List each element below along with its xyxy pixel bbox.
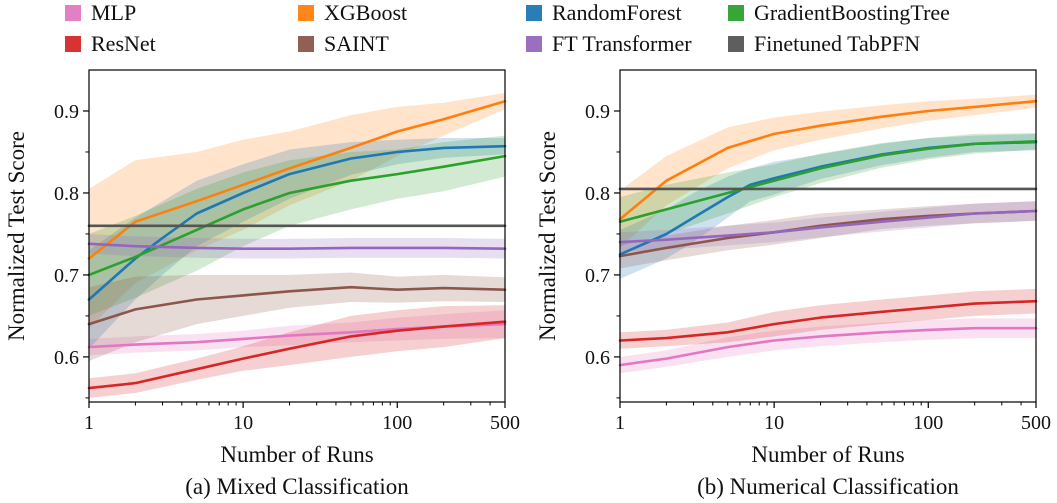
x-tick-label: 1 [615,412,625,434]
legend-swatch [298,36,314,52]
legend-swatch [526,36,542,52]
legend-label: SAINT [324,31,389,56]
legend-item-ft-transformer: FT Transformer [526,31,692,56]
panel-mixed-classification: 1 10 100 500 0.6 0.7 0.8 0.9 Number of Runs Norma… [4,70,520,499]
x-tick-label: 1 [84,412,94,434]
y-tick-label: 0.6 [54,347,79,369]
panel-numerical-classification: 1 10 100 500 0.6 0.7 0.8 0.9 Number of Runs Norma… [535,70,1051,499]
y-tick-label: 0.8 [585,183,610,205]
legend-swatch [65,36,81,52]
legend-label: MLP [91,0,136,25]
x-tick-label: 10 [764,412,784,434]
legend-item-mlp: MLP [65,0,136,25]
plot-area [620,95,1036,374]
legend-item-xgboost: XGBoost [298,0,407,25]
x-tick-label: 10 [233,412,253,434]
y-axis-title: Normalized Test Score [4,131,29,341]
legend-item-finetuned-tabpfn: Finetuned TabPFN [728,31,920,56]
legend-swatch [526,5,542,21]
legend-label: XGBoost [324,0,407,25]
legend-label: FT Transformer [552,31,692,56]
y-tick-label: 0.9 [54,101,79,123]
x-tick-label: 500 [490,412,520,434]
legend-label: ResNet [91,31,156,56]
panel-caption: (b) Numerical Classification [697,474,959,499]
legend-swatch [728,5,744,21]
y-tick-label: 0.7 [585,265,610,287]
legend-swatch [65,5,81,21]
legend-swatch [298,5,314,21]
y-tick-label: 0.9 [585,101,610,123]
legend-label: GradientBoostingTree [754,0,950,25]
legend-item-randomforest: RandomForest [526,0,682,25]
y-tick-label: 0.6 [585,347,610,369]
plot-area [89,93,505,398]
x-axis-title: Number of Runs [220,442,373,467]
legend-item-resnet: ResNet [65,31,156,56]
y-axis-title: Normalized Test Score [535,131,560,341]
x-axis-title: Number of Runs [751,442,904,467]
x-tick-label: 100 [382,412,412,434]
x-tick-label: 100 [913,412,943,434]
legend: MLP XGBoost RandomForest GradientBoostingTr… [65,0,950,56]
legend-swatch [728,36,744,52]
x-tick-label: 500 [1021,412,1051,434]
y-tick-label: 0.7 [54,265,79,287]
legend-label: Finetuned TabPFN [754,31,920,56]
legend-item-gradientboostingtree: GradientBoostingTree [728,0,950,25]
panel-caption: (a) Mixed Classification [185,474,409,499]
legend-label: RandomForest [552,0,682,25]
legend-item-saint: SAINT [298,31,389,56]
y-tick-label: 0.8 [54,183,79,205]
